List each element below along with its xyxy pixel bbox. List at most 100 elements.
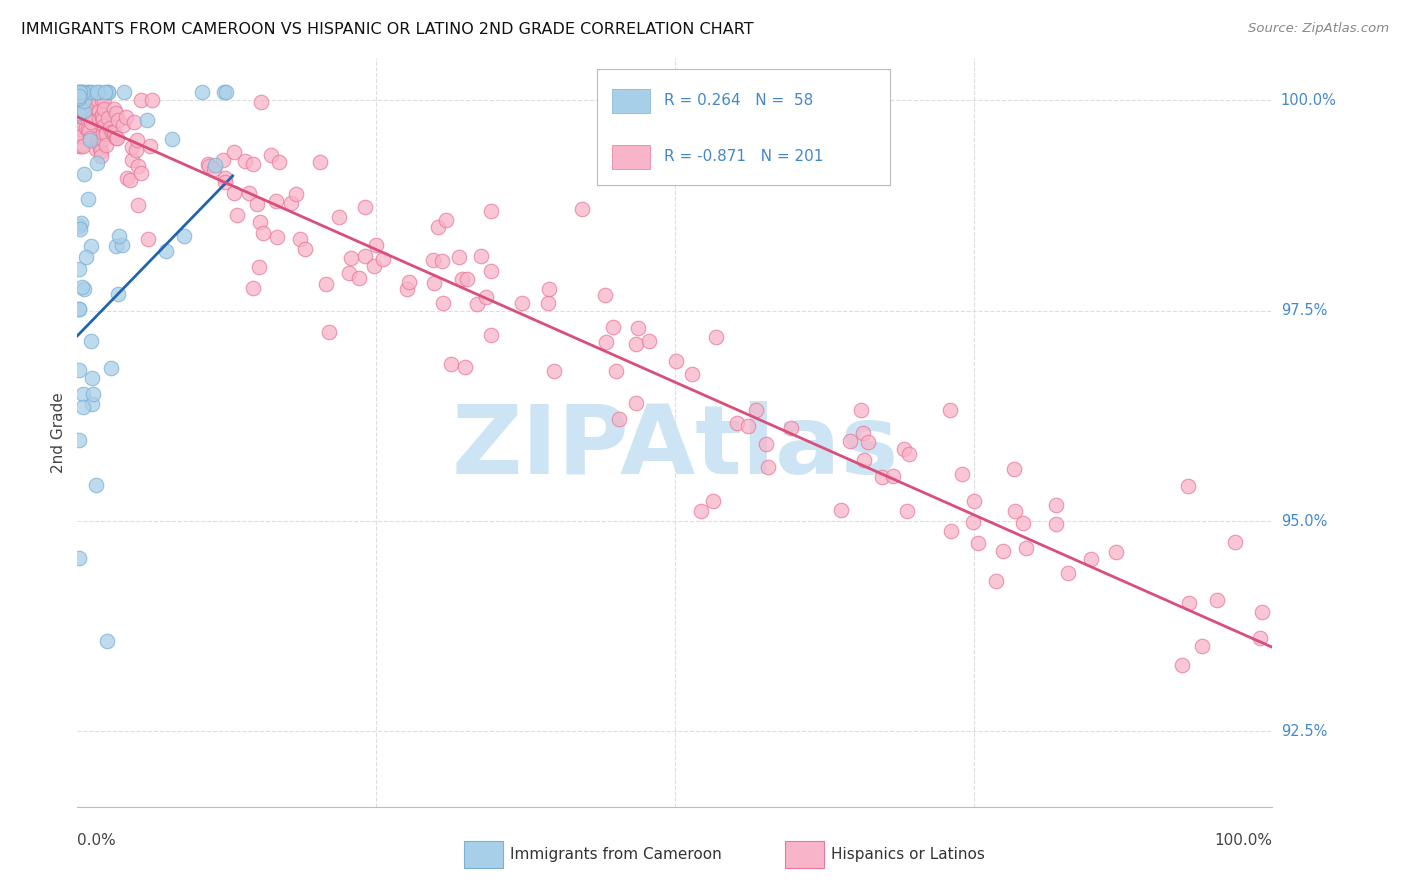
Point xyxy=(139,138,162,153)
Point xyxy=(104,105,127,120)
Point xyxy=(136,113,159,128)
Text: Source: ZipAtlas.com: Source: ZipAtlas.com xyxy=(1249,22,1389,36)
Point xyxy=(941,524,963,539)
Point xyxy=(69,127,91,141)
Point xyxy=(72,93,94,107)
Point xyxy=(294,242,316,256)
Point xyxy=(129,93,152,107)
Point xyxy=(440,357,463,371)
Point xyxy=(363,260,385,274)
Point xyxy=(725,416,748,430)
Point xyxy=(856,435,879,450)
Point xyxy=(607,412,630,426)
Point xyxy=(475,291,498,305)
Point xyxy=(91,93,114,107)
Point xyxy=(89,85,111,99)
Point xyxy=(260,148,283,162)
Y-axis label: 2nd Grade: 2nd Grade xyxy=(51,392,66,473)
Point xyxy=(97,85,120,99)
Point xyxy=(222,145,245,159)
Point xyxy=(851,403,873,417)
Point xyxy=(962,515,984,529)
Point xyxy=(70,105,93,120)
Point xyxy=(70,216,93,230)
Point xyxy=(127,197,149,211)
Point xyxy=(950,467,973,482)
Point xyxy=(80,334,103,348)
Point xyxy=(285,187,308,202)
Point xyxy=(125,133,148,147)
Point xyxy=(86,478,108,492)
Point xyxy=(638,334,661,349)
Point xyxy=(80,397,103,411)
Point xyxy=(1171,657,1194,672)
Point xyxy=(87,137,110,152)
Point xyxy=(212,85,235,99)
Point xyxy=(111,237,134,252)
Point xyxy=(94,125,117,139)
Point xyxy=(67,301,90,316)
Point xyxy=(250,95,273,109)
Point xyxy=(280,196,302,211)
Point xyxy=(1045,516,1067,531)
Point xyxy=(87,104,110,119)
Point xyxy=(77,85,100,99)
Point xyxy=(73,281,96,295)
Point xyxy=(67,301,90,316)
Point xyxy=(1045,498,1067,512)
Point xyxy=(108,229,131,244)
Point xyxy=(121,153,143,168)
Text: 95.0%: 95.0% xyxy=(1281,514,1327,529)
Point xyxy=(72,106,94,120)
Point xyxy=(96,127,118,141)
Point xyxy=(269,155,291,169)
Point xyxy=(252,226,274,240)
Point xyxy=(72,110,94,124)
Point xyxy=(1002,461,1025,475)
Point xyxy=(991,543,1014,558)
Point xyxy=(266,194,288,209)
Point xyxy=(76,85,98,99)
Point xyxy=(537,282,560,296)
Point xyxy=(1206,593,1229,607)
Text: 97.5%: 97.5% xyxy=(1281,303,1327,318)
Point xyxy=(72,93,94,107)
Point xyxy=(214,170,236,185)
Point xyxy=(127,159,149,173)
Text: Immigrants from Cameroon: Immigrants from Cameroon xyxy=(510,847,723,862)
Point xyxy=(98,120,121,135)
Point xyxy=(75,120,97,135)
Point xyxy=(235,153,257,168)
Point xyxy=(105,130,128,145)
Point xyxy=(67,93,90,107)
Point xyxy=(82,93,104,107)
Point xyxy=(70,85,93,99)
Point xyxy=(70,279,93,293)
Point xyxy=(79,133,101,147)
Point xyxy=(86,156,108,170)
Point xyxy=(72,103,94,118)
Point xyxy=(77,124,100,138)
Point xyxy=(602,320,624,334)
Point xyxy=(112,85,135,99)
Text: ZIPAtlas: ZIPAtlas xyxy=(451,401,898,494)
Point xyxy=(211,153,233,167)
Point xyxy=(422,253,444,268)
Point xyxy=(121,140,143,154)
Point xyxy=(430,254,453,268)
Point xyxy=(86,134,108,148)
Point xyxy=(69,85,91,99)
Text: 100.0%: 100.0% xyxy=(1215,832,1272,847)
Point xyxy=(225,209,247,223)
Point xyxy=(67,93,90,107)
Text: R = 0.264   N =  58: R = 0.264 N = 58 xyxy=(664,93,814,108)
Point xyxy=(72,387,94,401)
Point xyxy=(72,85,94,99)
Point xyxy=(191,85,214,99)
Point xyxy=(67,109,90,123)
Point xyxy=(122,115,145,129)
Point xyxy=(93,103,115,117)
Point xyxy=(204,157,226,171)
Point xyxy=(72,139,94,153)
Point xyxy=(340,251,363,265)
